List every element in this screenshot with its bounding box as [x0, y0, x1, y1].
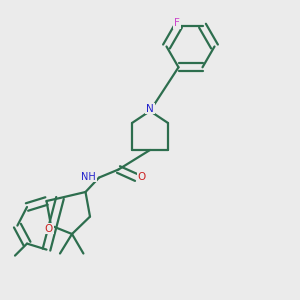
Text: O: O	[44, 224, 53, 234]
Text: NH: NH	[81, 172, 96, 182]
Text: O: O	[138, 172, 146, 182]
Text: F: F	[174, 18, 180, 28]
Text: N: N	[146, 103, 154, 114]
